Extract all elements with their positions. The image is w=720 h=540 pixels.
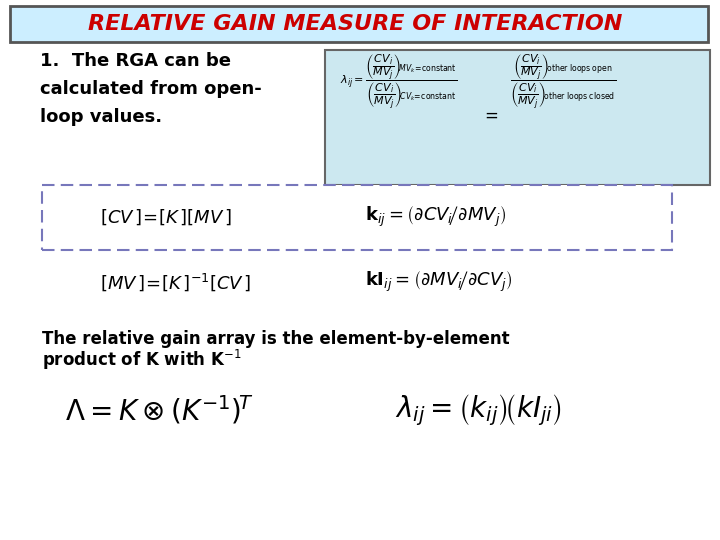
Text: 1.  The RGA can be
calculated from open-
loop values.: 1. The RGA can be calculated from open- …: [40, 52, 262, 126]
Text: $[MV\,]\!=\![K\,]^{-1}[CV\,]$: $[MV\,]\!=\![K\,]^{-1}[CV\,]$: [100, 271, 251, 293]
Text: RELATIVE GAIN MEASURE OF INTERACTION: RELATIVE GAIN MEASURE OF INTERACTION: [88, 14, 622, 34]
Text: $\lambda_{ij} = \left(k_{ij}\right)\!\left(kI_{ji}\right)$: $\lambda_{ij} = \left(k_{ij}\right)\!\le…: [395, 392, 562, 428]
FancyBboxPatch shape: [10, 6, 708, 42]
Text: The relative gain array is the element-by-element: The relative gain array is the element-b…: [42, 330, 510, 348]
Text: $\mathbf{k}_{ij} = \left(\partial CV_i\!\left/\partial MV_j\right.\right)$: $\mathbf{k}_{ij} = \left(\partial CV_i\!…: [365, 205, 506, 229]
Text: $\lambda_{ij} = \dfrac{\left(\dfrac{CV_i}{MV_j}\right)_{\!\!MV_k\!=\!\mathrm{con: $\lambda_{ij} = \dfrac{\left(\dfrac{CV_i…: [340, 52, 457, 111]
FancyBboxPatch shape: [325, 50, 710, 185]
Text: $=$: $=$: [481, 106, 499, 124]
Text: $\mathbf{kI}_{ij} = \left(\partial MV_i\!\left/\partial CV_j\right.\right)$: $\mathbf{kI}_{ij} = \left(\partial MV_i\…: [365, 270, 513, 294]
Text: $\Lambda = K \otimes \left(K^{-1}\right)^{\!T}$: $\Lambda = K \otimes \left(K^{-1}\right)…: [65, 394, 254, 427]
Text: $[CV\,]\!=\![K\,][MV\,]$: $[CV\,]\!=\![K\,][MV\,]$: [100, 207, 232, 227]
Text: product of K with K$^{-1}$: product of K with K$^{-1}$: [42, 348, 242, 372]
Text: $\dfrac{\left(\dfrac{CV_i}{MV_j}\right)_{\!\!\mathrm{other\;loops\;open}}}{\left: $\dfrac{\left(\dfrac{CV_i}{MV_j}\right)_…: [510, 52, 616, 111]
FancyBboxPatch shape: [42, 185, 672, 250]
